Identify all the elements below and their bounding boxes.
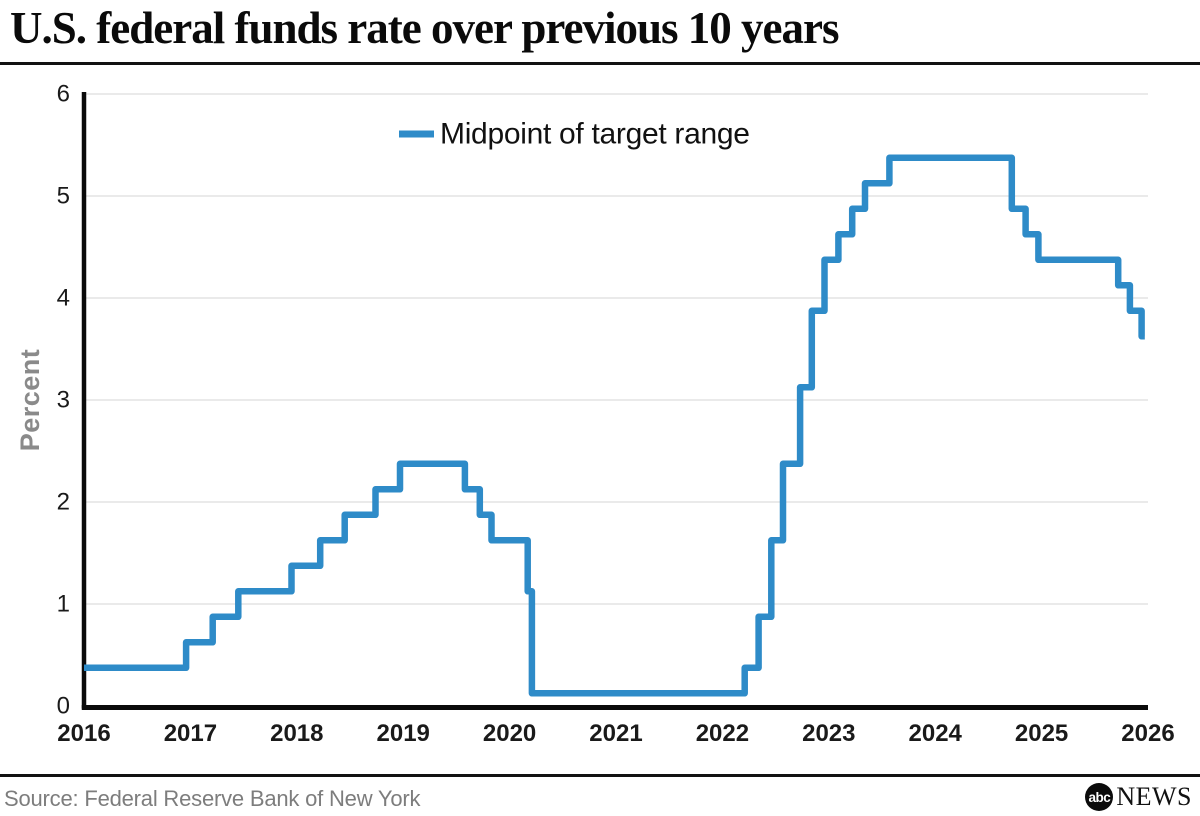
- source-text: Source: Federal Reserve Bank of New York: [4, 786, 421, 811]
- legend-label: Midpoint of target range: [440, 118, 750, 151]
- x-tick-label: 2026: [1121, 720, 1174, 747]
- x-tick-label: 2018: [270, 720, 323, 747]
- y-tick-label: 4: [57, 285, 70, 312]
- x-tick-label: 2017: [164, 720, 217, 747]
- y-tick-label: 2: [57, 489, 70, 516]
- y-tick-label: 0: [57, 693, 70, 720]
- chart-footer: Source: Federal Reserve Bank of New York…: [0, 777, 1200, 816]
- y-tick-label: 3: [57, 387, 70, 414]
- title-divider: [0, 62, 1200, 65]
- x-tick-label: 2020: [483, 720, 536, 747]
- x-tick-label: 2024: [909, 720, 963, 747]
- x-tick-label: 2025: [1015, 720, 1068, 747]
- x-tick-label: 2022: [696, 720, 749, 747]
- abc-logo-icon: abc: [1085, 783, 1114, 811]
- rate-step-line: [84, 154, 1145, 697]
- abc-news-logo: abc NEWS: [1085, 782, 1192, 811]
- chart-header: U.S. federal funds rate over previous 10…: [0, 0, 1200, 62]
- x-tick-label: 2023: [802, 720, 855, 747]
- x-tick-label: 2021: [589, 720, 642, 747]
- news-wordmark: NEWS: [1116, 782, 1192, 811]
- x-tick-label: 2016: [57, 720, 110, 747]
- y-tick-label: 5: [57, 183, 70, 210]
- x-tick-label: 2019: [377, 720, 430, 747]
- chart-title: U.S. federal funds rate over previous 10…: [10, 3, 840, 53]
- y-tick-label: 6: [57, 81, 70, 108]
- footer-divider: [0, 774, 1200, 777]
- y-tick-label: 1: [57, 591, 70, 618]
- y-axis-title: Percent: [15, 349, 45, 452]
